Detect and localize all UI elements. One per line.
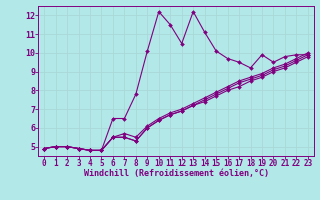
X-axis label: Windchill (Refroidissement éolien,°C): Windchill (Refroidissement éolien,°C) bbox=[84, 169, 268, 178]
